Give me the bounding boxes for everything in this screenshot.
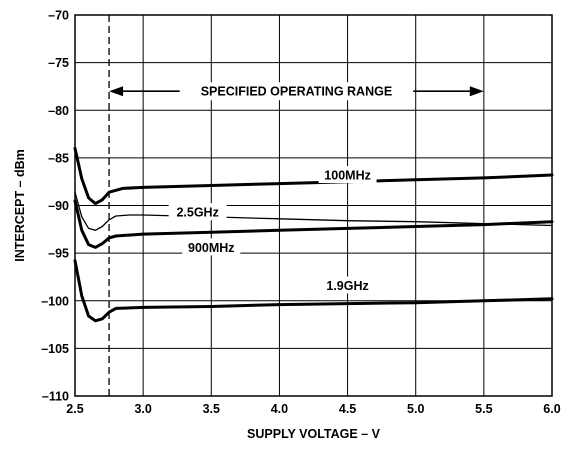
series-label-bg [168, 203, 227, 221]
annotation-arrowhead-right [469, 86, 484, 97]
y-tick-label: –105 [41, 342, 69, 356]
series-line [74, 191, 553, 231]
series-label-bg [318, 276, 377, 294]
annotation-label: SPECIFIED OPERATING RANGE [201, 85, 392, 99]
series-line [73, 146, 554, 206]
y-tick-label: –85 [48, 151, 69, 165]
x-tick-label: 5.5 [475, 402, 492, 416]
x-axis-title: SUPPLY VOLTAGE – V [247, 427, 381, 441]
y-tick-label: –110 [42, 390, 69, 404]
annotation-bg [179, 82, 414, 101]
y-tick-label: –75 [48, 56, 69, 70]
series-label: 100MHz [324, 169, 371, 183]
y-tick-label: –70 [48, 9, 69, 23]
annotation-arrowhead-left [109, 86, 124, 97]
series-label: 2.5GHz [176, 206, 218, 220]
plot-frame [74, 14, 553, 397]
x-tick-label: 4.0 [271, 402, 288, 416]
grid [74, 14, 553, 397]
series-line [73, 259, 554, 323]
x-tick-label: 4.5 [339, 402, 356, 416]
series-label-bg [318, 166, 377, 184]
x-tick-label: 3.0 [134, 402, 151, 416]
series-label: 1.9GHz [326, 279, 368, 293]
series-label-layer: 100MHz 2.5GHz 900MHz 1.9GHz [168, 166, 377, 294]
y-tick-label: –100 [41, 294, 69, 308]
x-tick-label: 5.0 [407, 402, 424, 416]
series-layer [73, 146, 554, 323]
y-tick-label: –80 [48, 104, 69, 118]
y-axis-title: INTERCEPT – dBm [13, 149, 27, 262]
series-label-bg [182, 238, 241, 256]
series-line [73, 199, 554, 249]
annotation-layer: SPECIFIED OPERATING RANGE [109, 82, 484, 101]
axes: 2.5 3.0 3.5 4.0 4.5 5.0 5.5 6.0 –70 –75 –80 –85 –90 –… [41, 9, 561, 417]
y-tick-label: –90 [48, 199, 69, 213]
x-tick-label: 6.0 [543, 402, 560, 416]
y-tick-label: –95 [48, 247, 69, 261]
series-label: 900MHz [188, 241, 235, 255]
x-tick-label: 2.5 [66, 402, 83, 416]
x-tick-label: 3.5 [203, 402, 220, 416]
